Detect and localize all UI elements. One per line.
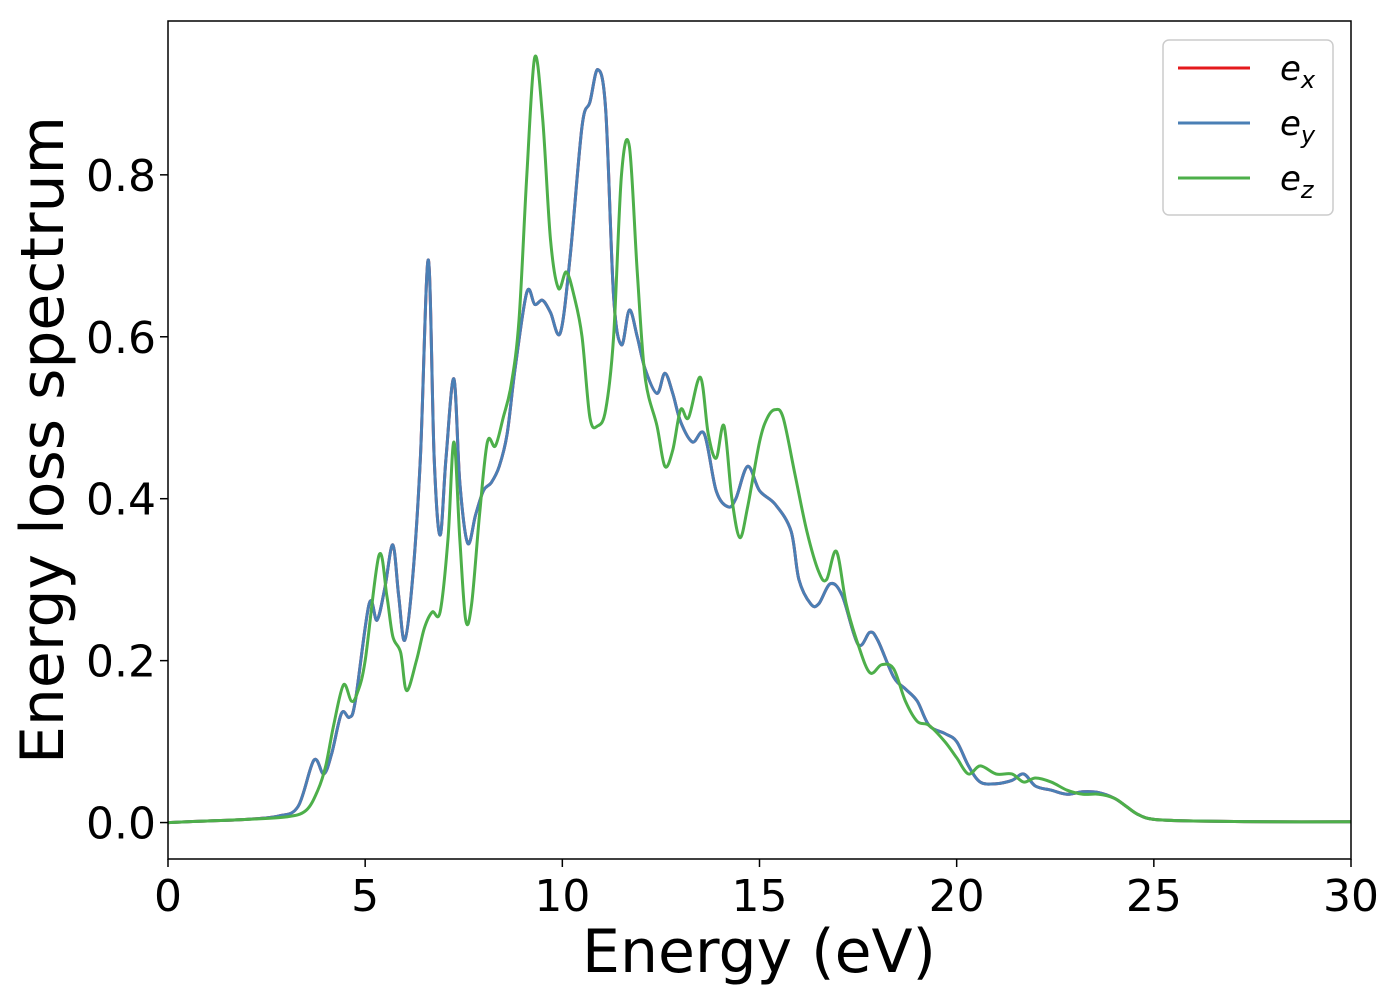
legend-label-subscript: y: [1300, 121, 1316, 149]
x-axis-title: Energy (eV): [582, 917, 936, 987]
y-tick-label: 0.4: [86, 475, 156, 526]
y-tick-label: 0.0: [86, 799, 156, 850]
legend-label-base: e: [1280, 49, 1301, 89]
legend-label-subscript: x: [1300, 66, 1316, 94]
series-line-y: [168, 68, 1351, 825]
legend-label-base: e: [1280, 159, 1301, 199]
series-line-z: [168, 54, 1351, 825]
legend-label-y: ey: [1280, 104, 1316, 149]
x-tick-label: 0: [154, 871, 182, 922]
x-tick-label: 5: [351, 871, 379, 922]
x-tick-label: 25: [1126, 871, 1182, 922]
legend-label-subscript: z: [1300, 176, 1315, 204]
y-axis-ticks: 0.0 0.2 0.4 0.6 0.8: [86, 151, 168, 850]
x-tick-label: 15: [732, 871, 788, 922]
legend-label-base: e: [1280, 104, 1301, 144]
x-axis-ticks: 0 5 10 15 20 25 30: [154, 859, 1379, 922]
legend-box: [1162, 39, 1334, 216]
x-tick-label: 10: [534, 871, 590, 922]
y-tick-label: 0.2: [86, 637, 156, 688]
x-tick-label: 30: [1323, 871, 1379, 922]
y-tick-label: 0.8: [86, 151, 156, 202]
x-tick-label: 20: [929, 871, 985, 922]
y-axis-title: Energy loss spectrum: [8, 116, 78, 764]
y-tick-label: 0.6: [86, 313, 156, 364]
series-layer: [168, 54, 1351, 825]
legend-label-z: ez: [1280, 159, 1315, 204]
legend-label-x: ex: [1280, 49, 1316, 94]
